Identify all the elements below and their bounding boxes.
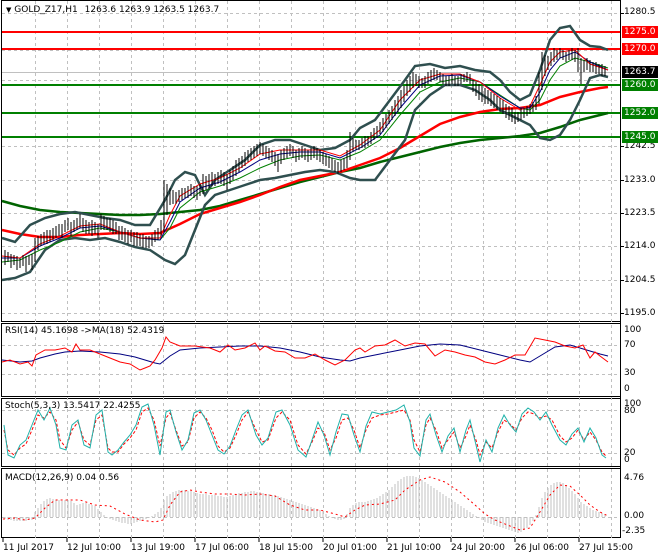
time-label: 11 Jul 2017 [3,543,54,553]
rsi-tick: 100 [624,325,642,335]
price-tick: 1280.5 [624,7,656,17]
stoch-tick: 0 [624,455,630,465]
chart-title: ▼ GOLD_Z17,H1 1263.6 1263.9 1263.5 1263.… [6,5,219,15]
support-label-1252: 1252.0 [622,107,658,119]
price-bars [4,48,606,272]
time-label: 12 Jul 10:00 [67,543,121,553]
stoch-tick: 100 [624,399,642,409]
time-label: 13 Jul 19:00 [131,543,185,553]
current-price-label: 1263.7 [622,66,658,78]
stoch-tick: 80 [624,406,636,416]
macd-tick: -2.35 [622,526,646,536]
stoch-tick: 20 [624,448,636,458]
price-tick: 1223.5 [624,208,656,218]
rsi-title: RSI(14) 45.1698 ->MA(18) 52.4319 [5,326,165,336]
slow-ma-green [1,111,609,217]
vertical-grid [35,1,612,538]
price-tick: 1242.5 [624,141,656,151]
price-tick: 1214.0 [624,241,656,251]
bollinger-upper [1,24,609,244]
ohlc-values: 1263.6 1263.9 1263.5 1263.7 [84,5,220,15]
time-label: 17 Jul 06:00 [195,543,249,553]
rsi-tick: 30 [624,368,636,378]
support-resistance-levels[interactable] [2,31,620,138]
time-label: 21 Jul 10:00 [387,543,441,553]
stoch-main-line [3,403,607,463]
resistance-label-1275: 1275.0 [622,26,658,38]
time-label: 18 Jul 15:00 [259,543,313,553]
symbol-timeframe: GOLD_Z17,H1 [14,5,78,15]
support-label-1245: 1245.0 [622,131,658,143]
price-tick: 1204.5 [624,275,656,285]
macd-signal-line [2,476,609,531]
macd-tick: 0.00 [624,511,645,521]
price-tick: 1233.0 [624,175,656,185]
stoch-signal-line [3,407,607,457]
collapse-triangle-icon[interactable]: ▼ [6,6,12,14]
rsi-tick: 0 [624,384,630,394]
time-label: 24 Jul 20:00 [451,543,505,553]
bollinger-bands [1,24,609,282]
support-label-1260: 1260.0 [622,79,658,91]
time-label: 20 Jul 01:00 [323,543,377,553]
macd-histogram [4,476,606,533]
time-label: 26 Jul 06:00 [515,543,569,553]
time-axis-ticks [2,538,580,542]
rsi-line [1,335,609,371]
time-label: 27 Jul 15:00 [579,543,633,553]
stoch-title: Stoch(5,3,3) 13.5417 22.4255 [5,401,141,411]
macd-title: MACD(12,26,9) 0.04 0.56 [5,473,120,483]
price-tick: 1195.0 [624,308,656,318]
macd-tick: 4.76 [624,473,645,483]
resistance-label-1270: 1270.0 [622,43,658,55]
rsi-ma-line [1,343,609,365]
rsi-tick: 70 [624,340,636,350]
bollinger-lower [1,73,609,282]
horizontal-grid [2,13,620,518]
